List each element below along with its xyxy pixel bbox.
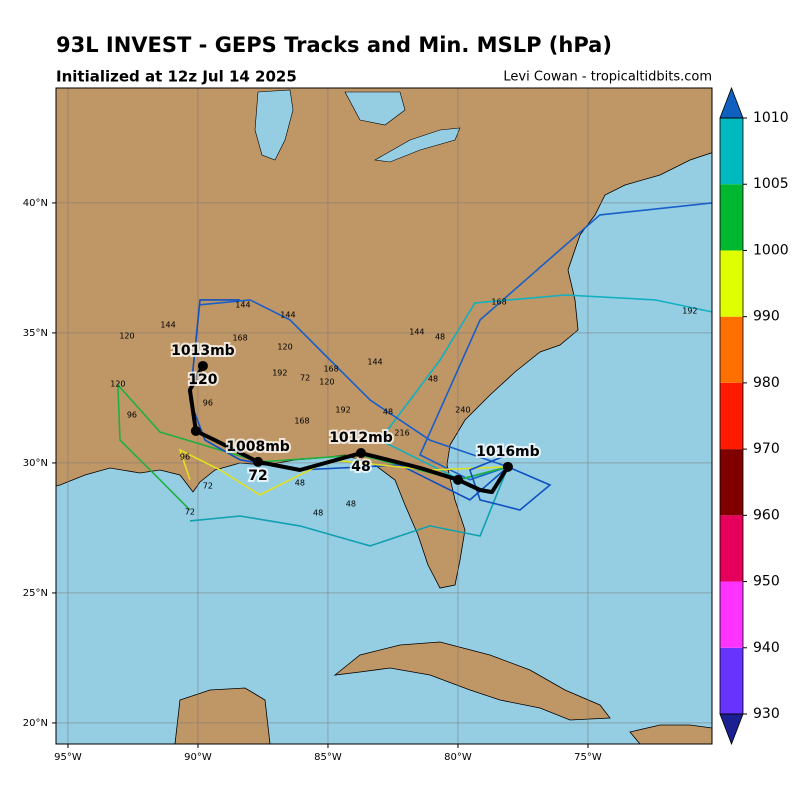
hour-label: 144 xyxy=(280,310,295,319)
mean-track-point xyxy=(253,456,264,467)
y-tick-label: 35°N xyxy=(23,328,48,339)
map-area: 1441441441441441201201201201681681681681… xyxy=(56,88,712,744)
hour-marker-label: 48 xyxy=(351,459,370,475)
colorbar-segment xyxy=(720,647,743,714)
hour-label: 168 xyxy=(294,416,309,425)
hour-label: 96 xyxy=(127,410,137,419)
pressure-label: 1012mb xyxy=(329,430,393,446)
colorbar-tick-label: 990 xyxy=(753,309,780,325)
hour-label: 144 xyxy=(367,358,382,367)
hour-label: 120 xyxy=(319,377,334,386)
land-cuba xyxy=(333,641,611,721)
hour-label: 48 xyxy=(435,332,445,341)
hour-label: 120 xyxy=(119,332,134,341)
ensemble-track xyxy=(468,449,552,511)
colorbar-segment xyxy=(720,250,743,317)
hour-label: 168 xyxy=(491,297,506,306)
hour-label: 168 xyxy=(323,364,338,373)
hour-label: 48 xyxy=(313,508,323,517)
hour-label: 72 xyxy=(203,481,213,490)
hour-marker-label: 120 xyxy=(188,372,217,388)
hour-label: 192 xyxy=(335,405,350,414)
colorbar-tick-label: 970 xyxy=(753,441,780,457)
colorbar-segment xyxy=(720,581,743,648)
subtitle: Initialized at 12z Jul 14 2025 xyxy=(56,68,297,86)
hour-label: 216 xyxy=(394,429,409,438)
pressure-label: 1016mb xyxy=(476,444,540,460)
colorbar-tick-label: 1010 xyxy=(753,110,789,126)
colorbar: 930 940 950 960 970 980 990 1000 1005 1010 xyxy=(719,86,789,746)
land-hispaniola xyxy=(629,724,712,744)
pressure-label: 1008mb xyxy=(226,439,290,455)
y-tick-label: 25°N xyxy=(23,588,48,599)
hour-label: 192 xyxy=(272,368,287,377)
colorbar-tick-label: 980 xyxy=(753,375,780,391)
ensemble-track xyxy=(418,202,712,481)
ensemble-track xyxy=(378,294,712,481)
colorbar-under xyxy=(719,713,744,746)
y-tick-label: 20°N xyxy=(23,718,48,729)
hour-label: 240 xyxy=(455,405,470,414)
colorbar-segment xyxy=(720,515,743,582)
ensemble-track xyxy=(189,466,509,547)
mean-track-point xyxy=(190,425,201,436)
ensemble-track xyxy=(199,299,509,468)
pressure-label: 1013mb xyxy=(171,343,235,359)
colorbar-segment xyxy=(720,118,743,185)
colorbar-segment xyxy=(720,382,743,450)
hour-label: 96 xyxy=(203,398,213,407)
mean-track xyxy=(187,364,510,495)
colorbar-segment xyxy=(720,449,743,516)
hour-label: 144 xyxy=(235,300,250,309)
ensemble-track xyxy=(189,299,509,501)
hour-label: 72 xyxy=(300,373,310,382)
x-tick-label: 75°W xyxy=(574,752,602,763)
title: 93L INVEST - GEPS Tracks and Min. MSLP (… xyxy=(56,33,612,57)
colorbar-tick-label: 940 xyxy=(753,640,780,656)
lake-huron xyxy=(344,91,406,126)
hour-label: 120 xyxy=(277,342,292,351)
mean-track-point xyxy=(452,474,463,485)
x-tick-label: 85°W xyxy=(314,752,342,763)
colorbar-tick-label: 930 xyxy=(753,706,780,722)
hour-label: 48 xyxy=(383,407,393,416)
colorbar-frame xyxy=(719,117,744,715)
axes: 95°W 90°W 85°W 80°W 75°W 20°N 25°N 30°N 35°N 40°N xyxy=(23,198,602,763)
tracks: 1441441441441441201201201201681681681681… xyxy=(110,202,712,547)
x-tick-label: 90°W xyxy=(184,752,212,763)
mean-track-point xyxy=(197,360,208,371)
credit: Levi Cowan - tropicaltidbits.com xyxy=(503,70,712,85)
hour-label: 72 xyxy=(185,507,195,516)
colorbar-tick-label: 950 xyxy=(753,574,780,590)
colorbar-segment xyxy=(720,184,743,251)
map-frame xyxy=(55,87,713,745)
hour-marker-label: 72 xyxy=(248,468,267,484)
lake-erie-ontario xyxy=(374,127,461,163)
x-tick-label: 95°W xyxy=(54,752,82,763)
hour-label: 48 xyxy=(428,374,438,383)
hour-label: 96 xyxy=(180,452,190,461)
colorbar-tick-label: 960 xyxy=(753,507,780,523)
colorbar-tick-label: 1005 xyxy=(753,176,789,192)
grid xyxy=(56,88,712,744)
colorbar-over xyxy=(719,86,744,119)
y-tick-label: 30°N xyxy=(23,458,48,469)
hour-label: 48 xyxy=(346,500,356,509)
hour-label: 120 xyxy=(110,379,125,388)
hour-label: 144 xyxy=(409,327,424,336)
colorbar-segment xyxy=(720,316,743,383)
hour-label: 192 xyxy=(682,306,697,315)
hour-label: 168 xyxy=(232,333,247,342)
colorbar-tick-label: 1000 xyxy=(753,242,789,258)
y-tick-label: 40°N xyxy=(23,198,48,209)
mean-track-point xyxy=(502,461,513,472)
land-yucatan xyxy=(174,687,271,744)
mean-track-point xyxy=(355,448,366,459)
hour-label: 144 xyxy=(160,320,175,329)
lake-michigan xyxy=(254,89,294,161)
hour-label: 48 xyxy=(295,478,305,487)
x-tick-label: 80°W xyxy=(444,752,472,763)
